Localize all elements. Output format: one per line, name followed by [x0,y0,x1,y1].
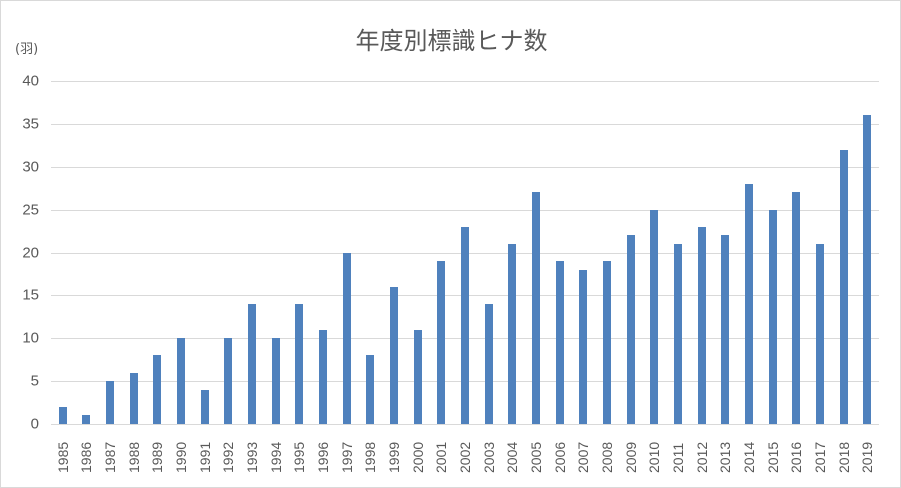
x-tick-label: 1986 [78,441,95,473]
x-tick-label: 2004 [504,441,521,473]
bar-2003 [484,303,493,424]
x-tick-label: 2014 [740,441,757,473]
x-tick-label: 1985 [54,441,71,473]
x-tick-label: 2001 [433,441,450,473]
bar-1988 [129,372,138,424]
x-tick-label: 1998 [362,441,379,473]
y-tick-label: 35 [22,115,39,133]
x-tick-label: 2009 [622,441,639,473]
bar-1998 [366,355,375,424]
x-tick-label: 1994 [267,441,284,473]
x-tick-label: 1997 [338,441,355,473]
bar-2016 [792,192,801,424]
x-tick-label: 2005 [527,441,544,473]
x-tick-label: 2002 [457,441,473,473]
y-tick-label: 10 [22,329,39,347]
bar-2015 [768,209,777,424]
bar-1999 [390,286,399,424]
bar-2017 [815,243,824,424]
bar-2005 [531,192,540,424]
bar-1989 [153,355,162,424]
y-tick-label: 0 [30,415,39,433]
bar-1986 [82,415,91,424]
bar-2006 [555,261,564,424]
x-tick-label: 2010 [646,441,663,473]
plot-area: 0 5 10 15 20 25 30 35 40 [22,73,879,433]
x-tick-label: 2008 [598,441,615,473]
bar-1992 [224,338,233,424]
bar-2014 [744,183,753,424]
x-tick-label: 1989 [149,441,166,473]
bar-1990 [177,338,186,424]
bar-2013 [721,235,730,424]
gridline [51,166,879,168]
bar-1996 [319,329,328,424]
chart-title: 年度別標識ヒナ数 [355,27,548,55]
bar-2008 [602,261,611,424]
bar-2000 [413,329,422,424]
gridline [51,424,879,425]
y-tick-label: 15 [22,286,39,304]
bar-2002 [461,226,469,424]
gridline [51,123,879,125]
bar-1995 [295,303,304,424]
bar-2010 [650,209,659,424]
x-tick-label: 2019 [859,441,876,473]
bar-1993 [248,303,257,424]
bar-1987 [106,381,115,424]
x-tick-label: 2015 [764,441,781,473]
x-tick-label: 2012 [693,441,710,473]
y-tick-label: 30 [22,158,39,176]
bar-1994 [271,338,280,424]
bar-1991 [200,389,209,424]
bar-2004 [508,243,517,424]
x-tick-label: 1991 [196,441,213,473]
x-tick-label: 2017 [811,441,828,473]
gridline [51,81,879,82]
x-tick-label: 1995 [291,441,308,473]
bar-2009 [626,235,635,424]
bar-2018 [839,149,848,424]
bar-2001 [437,261,446,424]
x-tick-label: 1992 [220,441,237,473]
gridline [51,209,879,211]
x-tick-label: 2016 [788,441,805,473]
y-tick-label: 20 [22,244,39,261]
y-tick-label: 5 [30,372,39,390]
x-tick-label: 1999 [386,441,403,473]
x-tick-label: 2013 [717,441,734,473]
y-tick-label: 25 [22,201,39,219]
x-tick-label: 1996 [315,441,332,473]
y-tick-label: 40 [22,72,39,90]
x-tick-label: 1988 [125,441,142,473]
bar-2007 [579,269,588,424]
x-tick-label: 2018 [835,441,852,473]
x-tick-label: 1987 [102,441,119,473]
bar-1985 [58,406,67,424]
x-tick-label: 1990 [173,441,190,473]
x-tick-label: 2011 [669,442,686,473]
y-axis-unit-label: (羽) [15,42,39,57]
x-tick-label: 2000 [409,441,426,473]
x-tick-label: 2007 [575,441,592,473]
x-tick-label: 2006 [551,441,568,473]
bar-2019 [863,115,872,424]
bar-1997 [342,252,351,424]
bar-2011 [673,243,682,424]
x-tick-label: 2003 [480,441,497,473]
bar-2012 [697,226,706,424]
x-tick-label: 1993 [244,441,261,473]
